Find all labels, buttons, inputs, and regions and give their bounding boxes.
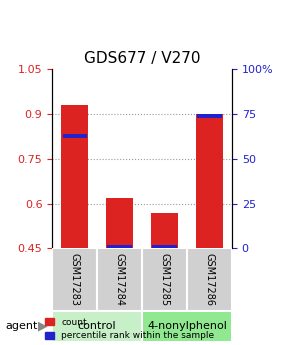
Text: ▶: ▶ bbox=[38, 319, 47, 333]
Text: 4-nonylphenol: 4-nonylphenol bbox=[147, 321, 227, 331]
Text: GSM17286: GSM17286 bbox=[204, 253, 215, 306]
Text: control: control bbox=[78, 321, 117, 331]
FancyBboxPatch shape bbox=[52, 310, 142, 342]
Text: GSM17283: GSM17283 bbox=[70, 253, 80, 306]
Bar bbox=[61, 105, 88, 248]
FancyBboxPatch shape bbox=[142, 310, 232, 342]
Text: GSM17284: GSM17284 bbox=[115, 253, 125, 306]
Legend: count, percentile rank within the sample: count, percentile rank within the sample bbox=[45, 318, 215, 341]
Text: GSM17285: GSM17285 bbox=[160, 253, 170, 306]
Bar bbox=[106, 198, 133, 248]
FancyBboxPatch shape bbox=[97, 248, 142, 310]
FancyBboxPatch shape bbox=[52, 248, 97, 310]
Bar bbox=[196, 114, 223, 248]
Bar bbox=[153, 245, 177, 248]
Title: GDS677 / V270: GDS677 / V270 bbox=[84, 51, 200, 67]
FancyBboxPatch shape bbox=[142, 248, 187, 310]
Bar bbox=[197, 114, 222, 118]
Bar bbox=[63, 135, 87, 138]
FancyBboxPatch shape bbox=[187, 248, 232, 310]
Bar bbox=[108, 245, 132, 248]
Bar bbox=[151, 213, 178, 248]
Text: agent: agent bbox=[6, 321, 38, 331]
